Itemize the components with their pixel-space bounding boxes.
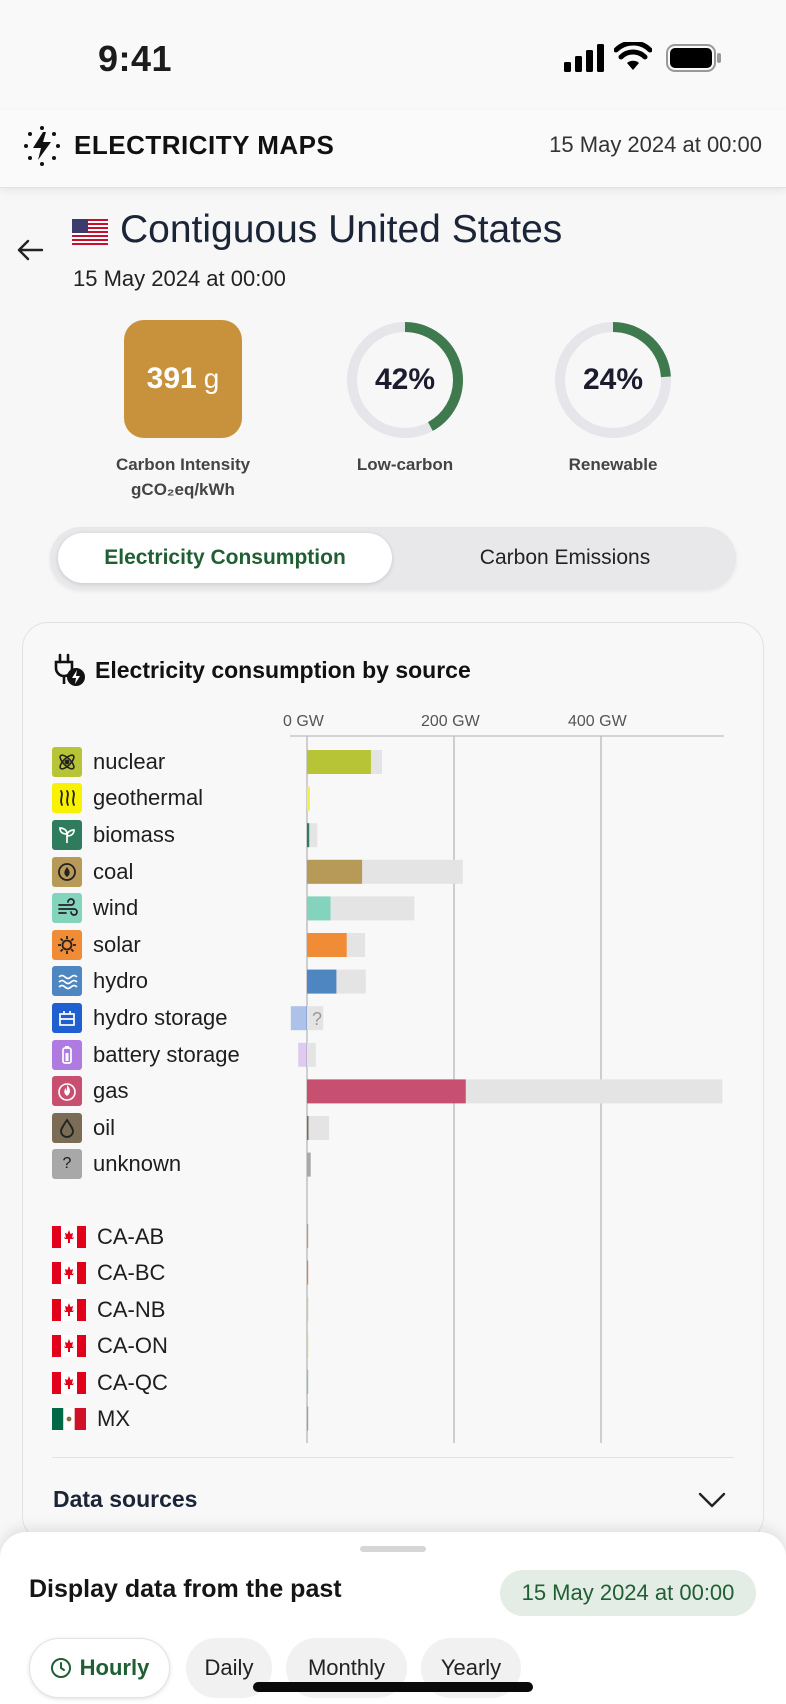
exchange-label: CA-NB (97, 1297, 166, 1322)
renewable-ring (555, 322, 671, 438)
exchange-row-ca-nb: CA-NB (52, 1295, 165, 1325)
legend-row-unknown: ? unknown (52, 1149, 181, 1179)
status-bar: 9:41 (0, 0, 786, 110)
canada-flag-icon (52, 1372, 86, 1394)
exchange-row-mx: MX (52, 1404, 130, 1434)
legend-row-gas: gas (52, 1076, 128, 1106)
card-title: Electricity consumption by source (95, 657, 471, 683)
canada-flag-icon (52, 1262, 86, 1284)
wind-icon (52, 893, 82, 923)
carbon-intensity-label: Carbon Intensity gCO₂eq/kWh (94, 452, 272, 502)
time-controller-sheet: Display data from the past 15 May 2024 a… (0, 1532, 786, 1704)
plug-bolt-icon (54, 653, 85, 686)
hydro-icon (52, 966, 82, 996)
legend-row-nuclear: nuclear (52, 747, 165, 777)
legend-row-coal: coal (52, 857, 133, 887)
legend-row-battery-storage: battery storage (52, 1040, 240, 1070)
cellular-signal-icon (564, 44, 604, 72)
nuclear-icon (52, 747, 82, 777)
brand-name: ELECTRICITY MAPS (74, 130, 335, 160)
electricity-maps-logo-icon[interactable] (22, 126, 62, 166)
back-arrow-icon[interactable] (14, 234, 46, 266)
legend-label: gas (93, 1078, 129, 1103)
zone-title: Contiguous United States (120, 208, 563, 251)
legend-label: solar (93, 932, 141, 957)
legend-label: oil (93, 1115, 116, 1140)
biomass-icon (52, 820, 82, 850)
legend-label: coal (93, 859, 134, 884)
hydro-storage-icon (52, 1003, 82, 1033)
solar-icon (52, 930, 82, 960)
legend-label: geothermal (93, 785, 204, 810)
exchange-label: CA-QC (97, 1370, 168, 1395)
legend-row-biomass: biomass (52, 820, 175, 850)
period-hourly-button[interactable]: Hourly (29, 1638, 170, 1698)
x-tick-label: 0 GW (283, 713, 324, 730)
exchange-row-ca-ab: CA-AB (52, 1222, 164, 1252)
legend-row-oil: oil (52, 1113, 115, 1143)
clock-icon (50, 1658, 71, 1678)
zone-datetime: 15 May 2024 at 00:00 (73, 266, 286, 291)
carbon-intensity-unit-label: gCO₂eq/kWh (131, 480, 235, 499)
legend-label: battery storage (93, 1042, 240, 1067)
app-header: ELECTRICITY MAPS 15 May 2024 at 00:00 (0, 110, 786, 188)
gas-icon (52, 1076, 82, 1106)
legend-row-solar: solar (52, 930, 141, 960)
exchange-label: CA-AB (97, 1224, 165, 1249)
header-datetime: 15 May 2024 at 00:00 (549, 132, 762, 157)
canada-flag-icon (52, 1226, 86, 1248)
legend-row-hydro: hydro (52, 966, 148, 996)
chevron-down-icon[interactable] (696, 1484, 728, 1516)
status-time: 9:41 (98, 38, 173, 79)
exchange-label: CA-BC (97, 1260, 166, 1285)
carbon-intensity-value: 391 (146, 362, 197, 395)
data-sources-toggle[interactable]: Data sources (53, 1486, 198, 1512)
wifi-icon (614, 42, 652, 70)
low-carbon-ring (347, 322, 463, 438)
us-flag-icon (72, 219, 108, 245)
carbon-intensity-title: Carbon Intensity (115, 455, 251, 474)
period-daily-button[interactable]: Daily (186, 1638, 272, 1698)
carbon-intensity-box: 391 g (124, 320, 242, 438)
battery-icon (666, 44, 721, 72)
legend-row-wind: wind (52, 893, 138, 923)
mexico-flag-icon (52, 1408, 86, 1430)
carbon-intensity-unit: g (203, 363, 220, 394)
renewable-value: 24% (582, 363, 644, 396)
tab-electricity-consumption[interactable]: Electricity Consumption (58, 533, 392, 583)
legend-label: hydro storage (93, 1005, 228, 1030)
renewable-label: Renewable (568, 455, 658, 474)
low-carbon-value: 42% (374, 363, 436, 396)
legend-row-geothermal: geothermal (52, 783, 203, 813)
exchange-row-ca-on: CA-ON (52, 1331, 168, 1361)
exchange-row-ca-bc: CA-BC (52, 1258, 165, 1288)
legend-label: hydro (93, 968, 149, 993)
view-toggle: Electricity Consumption Carbon Emissions (50, 527, 736, 589)
sheet-grabber[interactable] (360, 1546, 426, 1552)
low-carbon-label: Low-carbon (356, 455, 454, 474)
legend-label: unknown (93, 1151, 182, 1176)
legend-label: biomass (93, 822, 175, 847)
sheet-title: Display data from the past (29, 1575, 342, 1603)
exchange-label: CA-ON (97, 1333, 168, 1358)
tab-carbon-emissions[interactable]: Carbon Emissions (479, 546, 651, 569)
period-label: Hourly (79, 1655, 150, 1680)
oil-icon (52, 1113, 82, 1143)
exchange-label: MX (97, 1406, 130, 1431)
legend-row-hydro-storage: hydro storage (52, 1003, 228, 1033)
canada-flag-icon (52, 1335, 86, 1357)
geothermal-icon (52, 783, 82, 813)
coal-icon (52, 857, 82, 887)
selected-date-pill[interactable]: 15 May 2024 at 00:00 (500, 1570, 756, 1616)
exchange-row-ca-qc: CA-QC (52, 1368, 168, 1398)
battery-storage-icon (52, 1040, 82, 1070)
x-tick-label: 200 GW (421, 713, 480, 730)
legend-label: wind (93, 895, 139, 920)
divider (52, 1457, 734, 1458)
home-indicator (253, 1682, 533, 1692)
x-tick-label: 400 GW (568, 713, 627, 730)
unknown-icon: ? (52, 1149, 82, 1179)
canada-flag-icon (52, 1299, 86, 1321)
legend-label: nuclear (93, 749, 166, 774)
